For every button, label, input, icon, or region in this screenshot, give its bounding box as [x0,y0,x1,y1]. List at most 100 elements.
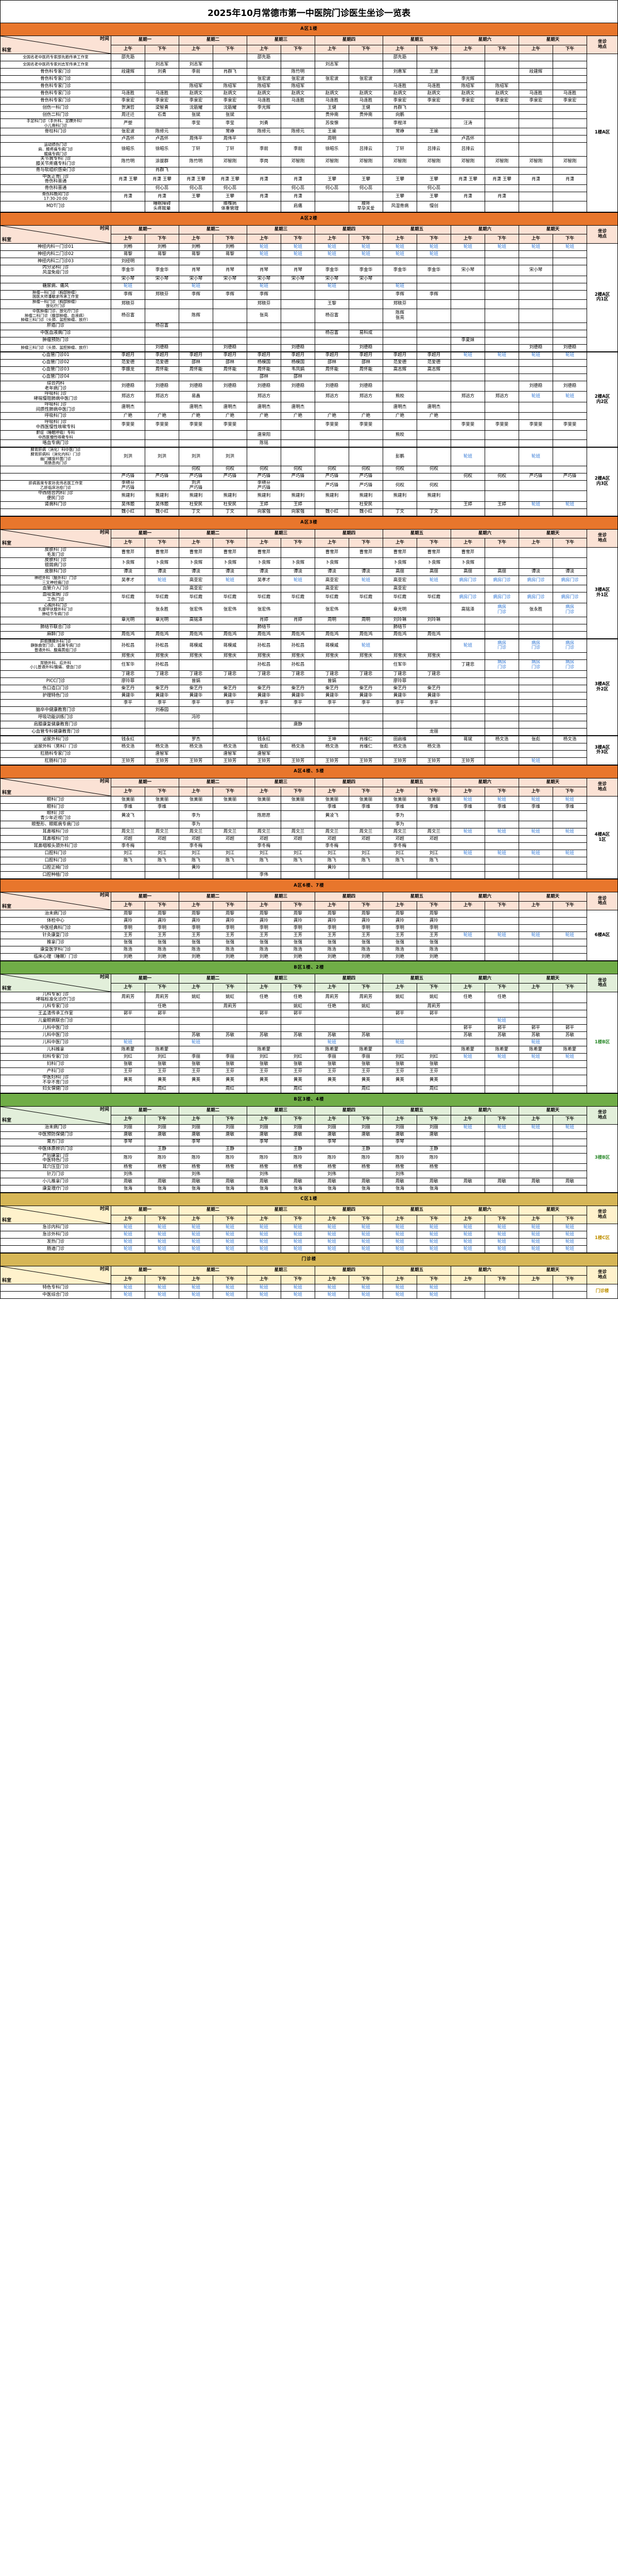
doctor-name: 何心蕊 [155,185,169,191]
slot-cell: 严巧锋 [179,472,213,481]
slot-cell [383,472,417,481]
slot-cell [383,501,417,509]
doctor-name: 苏敏 [259,1032,268,1038]
slot-cell [485,68,519,76]
doctor-name: 轮班 [191,1292,200,1297]
doctor-name: 刘江 [191,851,200,856]
slot-cell: 轮班 [485,351,519,360]
doctor-name: 李冬梅 [257,843,271,849]
doctor-name: 病房门诊 [459,577,477,583]
slot-cell: 杨文浩 [111,742,145,751]
doctor-name: 孙松昌 [257,642,271,648]
slot-cell: 轮班 [144,1238,179,1246]
slot-cell: 丁轩 [383,142,417,157]
slot-cell [553,54,587,61]
doctor-name: 熊建利 [427,493,441,499]
dept-name-cell: 呼吸科门诊 [0,412,111,420]
table-row: 咯血专病门诊 陈铭 [0,439,618,448]
schedule-section-table: 泌尿外科门诊 钱永红 罗杰 钱永红 王坤 肖维仁 田启维 蒋斌 杨文浩 张彪 杨文浩 3楼A区 外3区泌… [0,735,618,765]
doctor-name: 轮班 [293,1239,302,1244]
slot-cell [519,111,553,119]
slot-cell: 刘丽 [280,1124,315,1132]
doctor-name: 王婷 [497,502,506,507]
doctor-name: 张美丽 [291,796,305,802]
slot-cell: 陈竹明 [111,156,145,167]
slot-cell: 陈玲 [416,1153,451,1164]
slot-cell [179,166,213,175]
doctor-name: 唐敏 [395,1132,404,1138]
slot-cell: 陈浩 [178,946,213,954]
doctor-name: 肖婷 [293,617,302,623]
am-header: 上午 [179,234,213,244]
slot-cell: 郑轶芬 [145,290,179,300]
location-header: 坐诊 地点 [587,529,618,548]
slot-cell [519,75,553,83]
doctor-name: 杨文浩 [155,743,169,749]
schedule-page: 2025年10月常德市第一中医院门诊医生坐诊一览表 A区1楼 时间 科室 星期一 星期二… [0,0,618,1299]
doctor-name: 黄英 [225,1077,234,1082]
slot-cell [348,1010,383,1018]
slot-cell [553,616,587,624]
doctor-name: 轮班 [395,244,404,249]
slot-cell: 王芳 [144,931,179,940]
slot-cell: 周红 [348,1085,383,1093]
doctor-name: 杨文浩 [427,743,441,749]
slot-cell [179,257,213,265]
slot-cell [553,750,587,758]
doctor-name: 轮班 [429,1292,438,1297]
slot-cell [280,1046,315,1054]
slot-cell: 李莹 [179,118,213,129]
doctor-name: 严巧锋 [325,473,339,479]
doctor-name: 黄建华 [291,692,305,698]
slot-cell [145,713,179,721]
slot-cell [213,61,247,69]
doctor-name: 吴孝才 [121,577,135,583]
slot-cell: 王芳 [111,931,145,940]
doctor-name: 轮班 [531,933,540,938]
slot-cell: 肖潇 [247,192,281,202]
slot-cell: 轮班 [144,1231,179,1239]
slot-cell: 李丽 [212,1053,247,1061]
slot-cell: 陈辉 [179,309,213,323]
doctor-name: 轮班 [463,1231,472,1237]
slot-cell: 王芳 [178,931,213,940]
slot-cell: 肖维仁 [349,735,383,743]
doctor-name: 陈浩 [327,947,336,953]
doctor-name: 轮班 [191,283,200,289]
pm-header: 下午 [485,234,519,244]
corner-header-cell: 时间 科室 [0,974,111,993]
doctor-name: 轮班 [497,796,506,802]
slot-cell [179,727,213,736]
slot-cell [111,1145,145,1154]
pm-header: 下午 [280,982,315,993]
day-header-4: 星期四 [315,36,383,45]
doctor-name: 郑轶芬 [121,301,135,307]
slot-cell: 王瑜 [315,128,349,136]
slot-cell [383,720,417,728]
slot-cell: 李维 [416,803,451,811]
doctor-name: 刘丽 [395,1125,404,1130]
doctor-name: 王静 [225,1146,234,1152]
slot-cell: 陈绍军 [485,82,519,90]
table-row: 眼整形、眼眶病专病门诊 李为 李为 [0,821,618,829]
slot-cell: 贵仲南 [349,111,383,119]
doctor-name: 刘德稳 [155,345,169,350]
doctor-name: 严巧锋 [359,482,373,488]
doctor-name: 杨雪 [191,1164,200,1170]
schedule-section-table: B区3楼、4楼 时间 科室 星期一 星期二 星期三 星期四 星期五 星期六 星期天 坐诊 地点 上午 下午… [0,1093,618,1193]
doctor-name: 郑远方 [257,394,271,399]
doctor-name: 陈希蒙 [529,1046,543,1052]
doctor-name: 王芳 [429,933,438,938]
slot-cell [553,201,587,212]
slot-cell [111,61,145,69]
slot-cell [450,1284,485,1292]
slot-cell [553,508,587,516]
doctor-name: 张彪 [531,736,540,742]
slot-cell: 李明 [212,924,247,933]
slot-cell [145,82,179,90]
slot-cell [417,439,451,448]
slot-cell: 张斌 [179,111,213,119]
location-cell: 6楼A区 [586,910,618,961]
doctor-name: 轮班 [463,796,472,802]
doctor-name: 丁建忠 [427,671,441,676]
